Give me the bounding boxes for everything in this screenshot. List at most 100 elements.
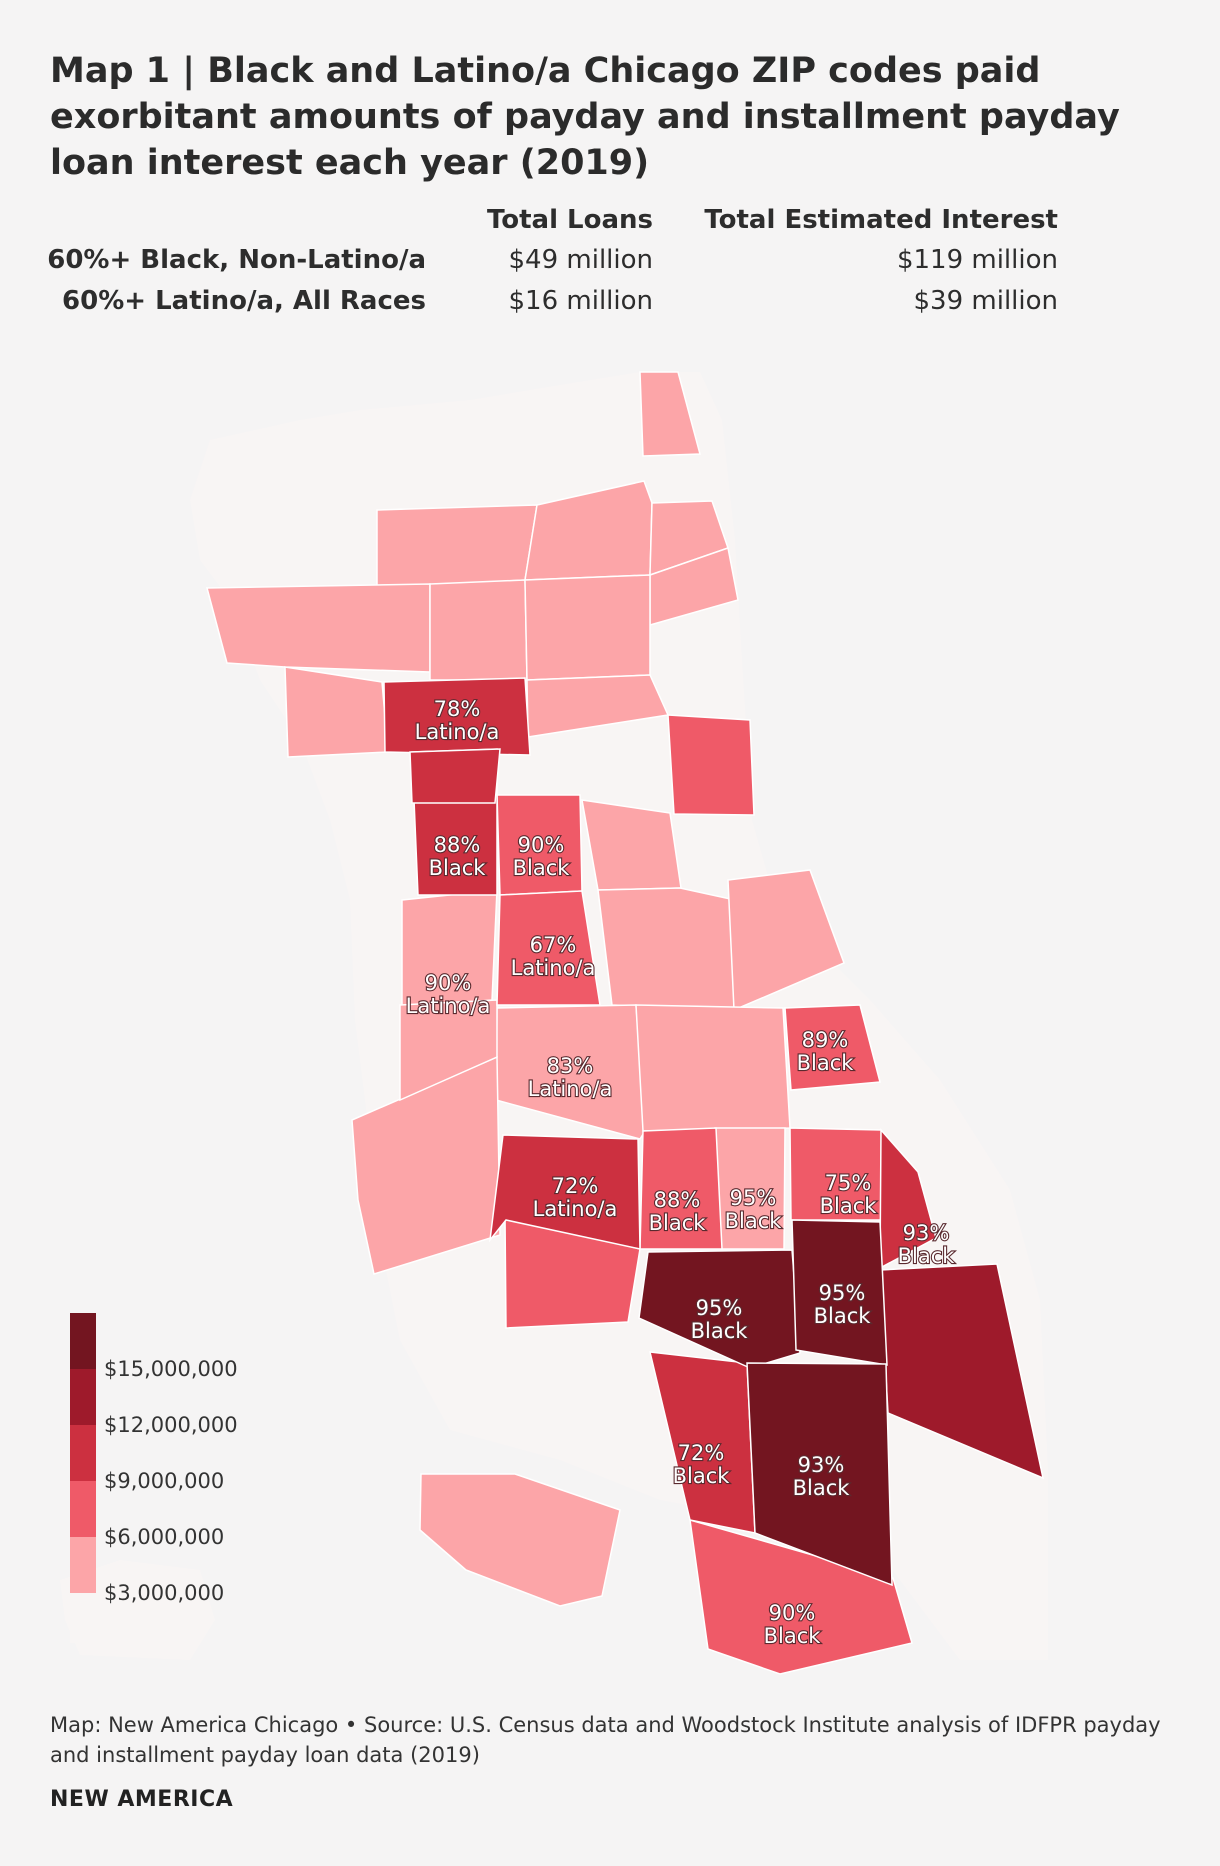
zip-region [488, 1134, 641, 1250]
zip-label: 72% Latino/a [533, 1174, 618, 1221]
zip-region [284, 666, 389, 758]
zip-region [496, 890, 601, 1006]
summary-table: Total Loans Total Estimated Interest 60%… [0, 205, 1220, 335]
legend-swatch-2 [70, 1481, 96, 1537]
zip-label-percent: 67% [530, 933, 577, 957]
legend-swatch-0 [70, 1593, 96, 1643]
zip-label-percent: 95% [730, 1186, 777, 1210]
header-total-loans: Total Loans [486, 205, 653, 235]
zip-region [638, 1249, 801, 1369]
zip-label-group: Latino/a [406, 994, 491, 1018]
zip-region [409, 748, 501, 804]
zip-label-group: Latino/a [415, 720, 500, 744]
map-title: Map 1 | Black and Latino/a Chicago ZIP c… [50, 51, 1120, 183]
zip-region [784, 1004, 881, 1091]
zip-label: 72% Black [673, 1441, 731, 1488]
zip-region [746, 1362, 893, 1587]
zip-label: 78% Latino/a [415, 697, 500, 744]
zip-region [667, 714, 755, 816]
zip-region [639, 1127, 723, 1250]
ohare-outline [60, 1560, 215, 1660]
zip-label-percent: 72% [678, 1441, 725, 1465]
zip-label: 88% Black [429, 833, 487, 880]
legend-swatch-5 [70, 1313, 96, 1369]
zip-label: 89% Black [797, 1028, 855, 1075]
row-loans-latino: $16 million [508, 286, 654, 316]
zip-label: 75% Black [820, 1171, 878, 1218]
zip-region [399, 999, 498, 1102]
zip-label-group: Black [820, 1194, 878, 1218]
legend-label: $9,000,000 [104, 1469, 225, 1493]
brand-wordmark: NEW AMERICA [50, 1787, 234, 1812]
zip-region [376, 504, 538, 589]
zip-label: 90% Black [513, 833, 571, 880]
legend-label: $3,000,000 [104, 1581, 225, 1605]
zip-label: 67% Latino/a [511, 933, 596, 980]
row-loans-black: $49 million [508, 245, 654, 275]
zip-label-group: Latino/a [533, 1197, 618, 1221]
zip-label-percent: 72% [552, 1174, 599, 1198]
zip-region [581, 799, 682, 891]
zip-label-percent: 90% [518, 833, 565, 857]
row-label-black: 60%+ Black, Non-Latino/a [47, 245, 426, 275]
zip-label-group: Black [691, 1319, 749, 1343]
zip-region [639, 371, 701, 457]
zip-region [419, 1473, 621, 1607]
zip-region [791, 1219, 888, 1366]
zip-label-percent: 95% [819, 1281, 866, 1305]
zip-label-percent: 75% [825, 1171, 872, 1195]
zip-label-group: Black [764, 1624, 822, 1648]
zip-label: 95% Black [814, 1281, 872, 1328]
legend-label: $12,000,000 [104, 1413, 238, 1437]
zip-label-group: Black [793, 1476, 851, 1500]
zip-label-percent: 93% [903, 1221, 950, 1245]
zip-region [383, 677, 531, 756]
legend-swatch-1 [70, 1537, 96, 1593]
zip-label: 88% Black [649, 1188, 707, 1235]
zip-label-percent: 90% [769, 1601, 816, 1625]
zip-label-group: Black [797, 1051, 855, 1075]
zip-label-group: Latino/a [511, 956, 596, 980]
legend-label: $15,000,000 [104, 1357, 238, 1381]
zip-label-group: Black [814, 1304, 872, 1328]
zip-label-group: Black [725, 1209, 783, 1233]
source-note: Map: New America Chicago • Source: U.S. … [50, 1713, 1161, 1767]
zip-region [206, 583, 431, 673]
zip-label-group: Latino/a [528, 1077, 613, 1101]
legend-label: $6,000,000 [104, 1525, 225, 1549]
zip-label: 93% Black [793, 1453, 851, 1500]
zip-label-percent: 90% [425, 971, 472, 995]
row-interest-black: $119 million [896, 245, 1058, 275]
zip-region [635, 1004, 791, 1132]
zip-label-percent: 88% [434, 833, 481, 857]
zip-label-percent: 95% [696, 1296, 743, 1320]
zip-regions [206, 371, 1045, 1675]
zip-label-group: Black [649, 1211, 707, 1235]
zip-label: 95% Black [691, 1296, 749, 1343]
zip-label-percent: 78% [434, 697, 481, 721]
zip-label-percent: 83% [547, 1054, 594, 1078]
zip-label-percent: 88% [654, 1188, 701, 1212]
zip-label: 90% Black [764, 1601, 822, 1648]
zip-label-percent: 89% [802, 1028, 849, 1052]
row-label-latino: 60%+ Latino/a, All Races [62, 286, 426, 316]
zip-region [727, 869, 845, 1012]
legend-swatch-3 [70, 1425, 96, 1481]
legend-swatch-4 [70, 1369, 96, 1425]
zip-label: 83% Latino/a [528, 1054, 613, 1101]
zip-label: 93% Black [898, 1221, 956, 1268]
zip-label-percent: 93% [798, 1453, 845, 1477]
zip-label: 95% Black [725, 1186, 783, 1233]
zip-region [429, 579, 528, 681]
zip-label-group: Black [898, 1244, 956, 1268]
zip-region [524, 574, 651, 681]
header-total-interest: Total Estimated Interest [704, 205, 1058, 235]
zip-label-group: Black [429, 856, 487, 880]
zip-region [597, 887, 736, 1011]
zip-label-group: Black [513, 856, 571, 880]
zip-label: 90% Latino/a [406, 971, 491, 1018]
zip-label-group: Black [673, 1464, 731, 1488]
row-interest-latino: $39 million [913, 286, 1059, 316]
